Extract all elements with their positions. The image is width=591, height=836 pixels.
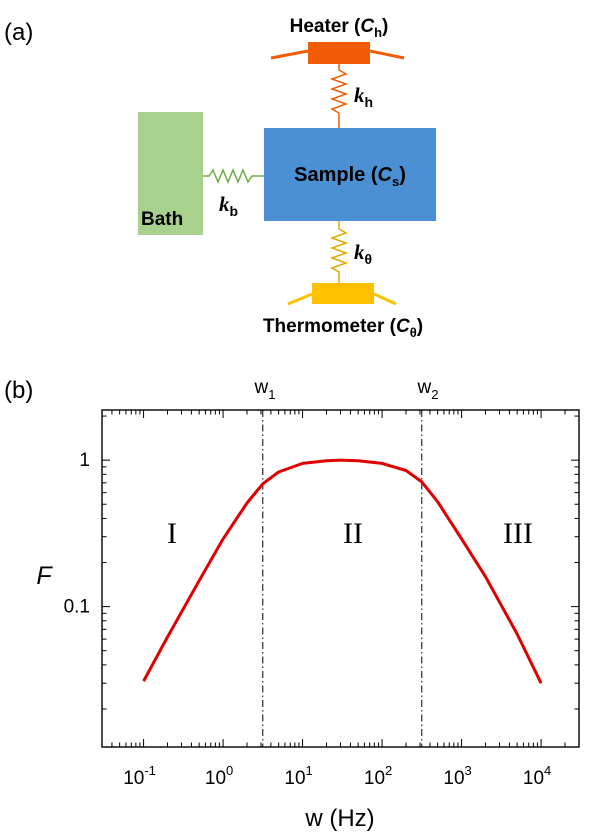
y-tick-label: 1	[79, 450, 90, 471]
threshold-lines	[262, 410, 423, 747]
x-tick-label: 104	[523, 763, 551, 789]
sample-label: Sample (Cs)	[294, 164, 406, 189]
thermometer-spring	[329, 221, 349, 283]
heater-left-lead	[270, 49, 309, 60]
x-axis-title: w (Hz)	[304, 805, 374, 832]
axis-ticks	[101, 410, 580, 747]
heater-right-lead	[369, 49, 405, 60]
region-label-1: I	[167, 517, 177, 550]
bath-block	[138, 112, 203, 235]
x-tick-label: 100	[205, 763, 233, 789]
thermometer: Thermometer (Cθ)	[263, 283, 423, 340]
x-tick-labels: 10-1 100 101 102 103 104	[123, 763, 551, 789]
y-tick-labels: 0.11	[64, 450, 90, 617]
w2-label: w2	[417, 377, 439, 402]
thermometer-block	[312, 283, 374, 304]
thermometer-left-lead	[287, 292, 313, 306]
y-axis-title: F	[36, 562, 53, 590]
heater: Heater (Ch)	[270, 16, 405, 64]
k-bath-label: kb	[219, 192, 238, 219]
sample-block	[264, 128, 436, 221]
thermometer-label: Thermometer (Cθ)	[263, 316, 423, 340]
bath-spring	[203, 168, 264, 184]
x-tick-label: 102	[364, 763, 392, 789]
bath-label: Bath	[141, 209, 183, 230]
thermometer-right-lead	[373, 292, 397, 306]
k-therm-label: kθ	[354, 240, 372, 267]
k-heater-label: kh	[354, 83, 373, 110]
x-tick-label: 103	[443, 763, 471, 789]
region-label-2: II	[343, 517, 363, 550]
heater-block	[308, 42, 370, 64]
heater-label: Heater (Ch)	[290, 16, 389, 40]
x-tick-label: 101	[284, 763, 312, 789]
w1-label: w1	[254, 377, 276, 402]
y-tick-label: 0.1	[64, 597, 90, 618]
x-tick-label: 10-1	[123, 763, 156, 789]
heater-spring	[329, 64, 349, 128]
region-label-3: III	[503, 517, 533, 550]
panel-a-label: (a)	[4, 19, 33, 46]
response-curve	[142, 458, 543, 684]
panel-b-label: (b)	[4, 377, 33, 404]
